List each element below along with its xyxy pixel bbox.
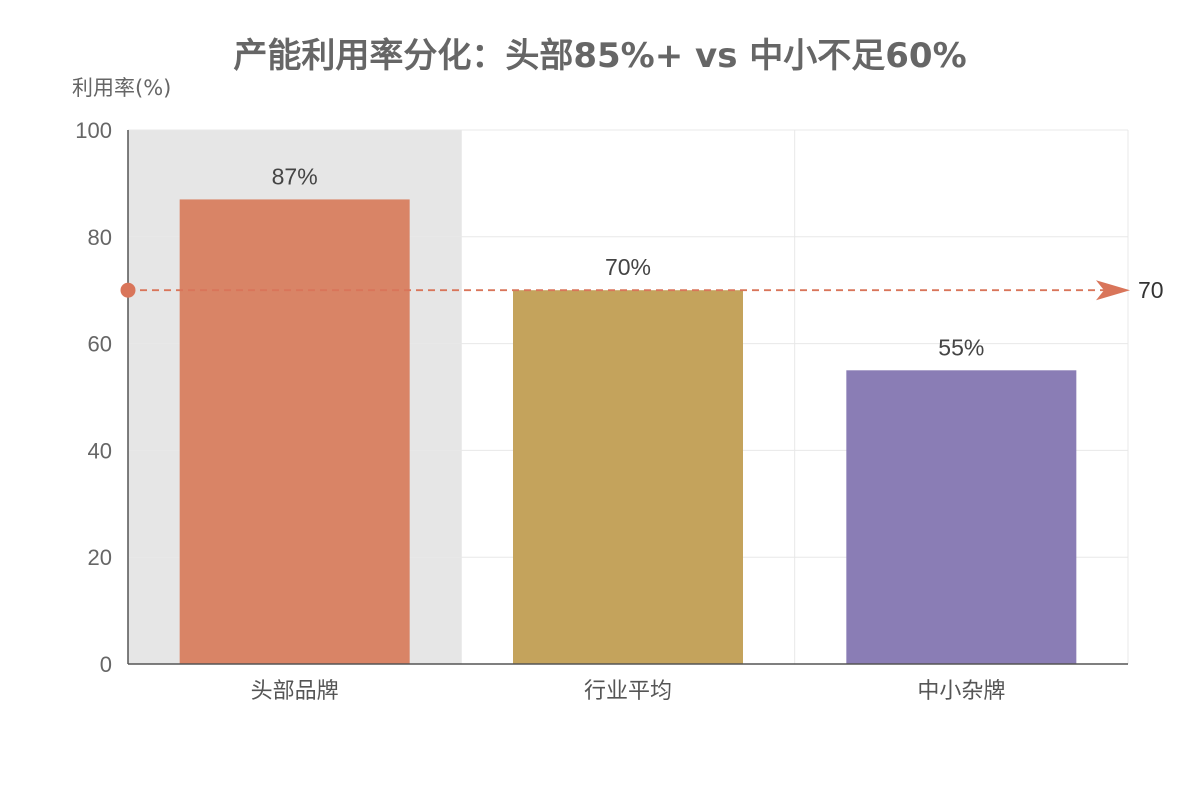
chart-title: 产能利用率分化：头部85%+ vs 中小不足60% <box>233 36 967 76</box>
reference-line-arrow-icon <box>1096 280 1130 301</box>
y-tick-label: 0 <box>100 652 112 677</box>
data-label: 55% <box>938 334 984 360</box>
x-tick-label: 行业平均 <box>584 679 672 704</box>
reference-line-start-dot <box>120 282 136 298</box>
y-axis-label: 利用率(%) <box>72 76 172 100</box>
x-tick-label: 头部品牌 <box>251 679 339 704</box>
y-tick-label: 60 <box>88 332 112 357</box>
data-label: 87% <box>272 163 318 189</box>
reference-line-label: 70 <box>1138 277 1164 303</box>
bar <box>179 199 410 665</box>
y-tick-label: 40 <box>88 438 112 463</box>
y-tick-label: 80 <box>88 225 112 250</box>
x-tick-label: 中小杂牌 <box>917 679 1005 704</box>
y-tick-label: 20 <box>88 545 112 570</box>
y-tick-label: 100 <box>75 118 112 143</box>
bar <box>513 290 743 664</box>
data-label: 70% <box>605 254 651 280</box>
bar <box>846 370 1077 664</box>
